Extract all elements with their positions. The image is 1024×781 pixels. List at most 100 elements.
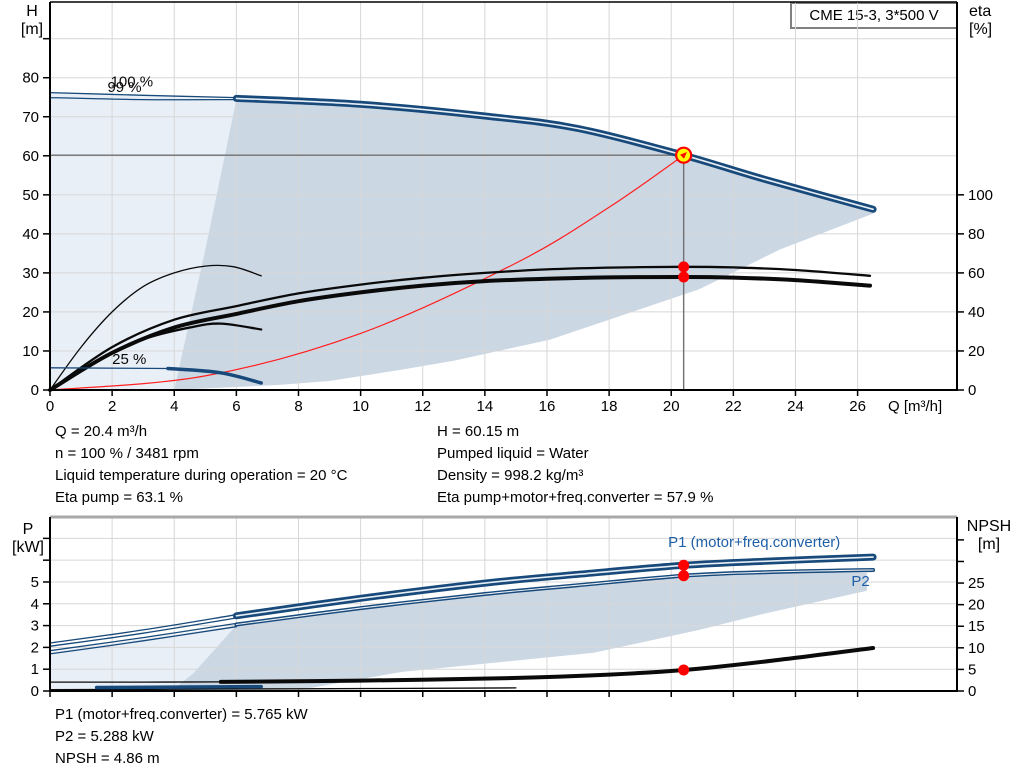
y2-tick-label: 25 [968, 575, 985, 592]
y2-tick-label: 5 [968, 661, 976, 678]
operating-point-dot [678, 559, 690, 571]
p-bottom-thin [49, 687, 517, 691]
y-tick-label: 70 [22, 109, 39, 126]
y2-tick-label: 10 [968, 640, 985, 657]
y2-tick-label: 0 [968, 382, 976, 399]
x-tick-label: 14 [477, 398, 494, 415]
p-axis-title-line2: [kW] [12, 539, 44, 556]
npsh-axis-title: NPSH [m] [962, 518, 1016, 554]
x-tick-label: 4 [170, 398, 178, 415]
y-tick-label: 0 [31, 683, 39, 700]
p-axis-title: P [kW] [8, 521, 48, 557]
x-tick-label: 20 [663, 398, 680, 415]
x-tick-label: 26 [849, 398, 866, 415]
y2-tick-label: 40 [968, 304, 985, 321]
npsh-axis-title-line1: NPSH [966, 518, 1012, 535]
p1-thin-b [49, 617, 238, 647]
y-tick-label: 30 [22, 265, 39, 282]
p2-main-curve-stripe [235, 569, 874, 626]
eta-total-curve [48, 274, 872, 392]
eta-axis-title: eta [%] [969, 3, 992, 39]
info-line: H = 60.15 m [437, 423, 520, 440]
info-line: Pumped liquid = Water [437, 445, 589, 462]
p2-curve-label: P2 [851, 573, 869, 590]
hq-main-curve-stripe [235, 97, 874, 211]
p2-thin-b [49, 626, 238, 655]
y2-tick-label: 20 [968, 597, 985, 614]
speed-100-label: 100 % [111, 73, 154, 90]
npsh-main-curve [218, 646, 876, 684]
operating-point-dot [678, 664, 690, 676]
operating-point-dot [678, 570, 690, 582]
y-tick-label: 10 [22, 343, 39, 360]
p1-thin-a [49, 614, 238, 644]
p-axis-title-line1: P [22, 521, 34, 538]
p-25pct-curve [94, 684, 263, 690]
y-tick-label: 3 [31, 618, 39, 635]
eta-pump-curve [48, 265, 872, 392]
operating-point-dot [678, 271, 690, 283]
duty-info-left: Q = 20.4 m³/h n = 100 % / 3481 rpm Liquid … [55, 421, 347, 509]
operating-point-dot [678, 261, 690, 273]
x-tick-label: 24 [787, 398, 804, 415]
y-tick-label: 40 [22, 226, 39, 243]
x-tick-label: 0 [46, 398, 54, 415]
y2-tick-label: 100 [968, 187, 993, 204]
y-tick-label: 1 [31, 661, 39, 678]
info-line: Density = 998.2 kg/m³ [437, 467, 584, 484]
x-tick-label: 12 [414, 398, 431, 415]
pump-type-box: CME 15-3, 3*500 V [790, 2, 958, 29]
eta-axis-title-line2: [%] [969, 21, 993, 38]
speed-99-label: 99 % [107, 79, 141, 96]
hq-25pct-thin [49, 367, 169, 370]
hq-25pct-curve [166, 366, 263, 385]
hq-99pct-thin [49, 96, 238, 101]
x-tick-label: 8 [294, 398, 302, 415]
duty-info-right: H = 60.15 m Pumped liquid = Water Density … [437, 421, 713, 509]
x-tick-label: 22 [725, 398, 742, 415]
y2-tick-label: 0 [968, 683, 976, 700]
eta-arc-reduced-speed [49, 264, 262, 391]
x-tick-label: 2 [108, 398, 116, 415]
y2-tick-label: 60 [968, 265, 985, 282]
y-tick-label: 2 [31, 639, 39, 656]
h-axis-title: H [m] [14, 3, 50, 39]
power-envelope-light [50, 625, 237, 691]
p2-thin-a [49, 622, 238, 652]
x-axis-unit-label: Q [m³/h] [888, 398, 942, 415]
y-tick-label: 20 [22, 304, 39, 321]
info-line: Eta pump = 63.1 % [55, 489, 183, 506]
p1-main-curve-stripe [235, 556, 874, 617]
y2-tick-label: 15 [968, 618, 985, 635]
info-line: n = 100 % / 3481 rpm [55, 445, 199, 462]
power-info: P1 (motor+freq.converter) = 5.765 kW P2 =… [55, 704, 308, 770]
power-envelope-dark [171, 571, 867, 691]
x-tick-label: 16 [539, 398, 556, 415]
y-tick-label: 60 [22, 148, 39, 165]
p1-curve-label: P1 (motor+freq.converter) [668, 534, 840, 551]
info-line: P2 = 5.288 kW [55, 728, 154, 745]
info-line: P1 (motor+freq.converter) = 5.765 kW [55, 706, 308, 723]
info-line: Eta pump+motor+freq.converter = 57.9 % [437, 489, 714, 506]
y-tick-label: 80 [22, 70, 39, 87]
y2-tick-label: 80 [968, 226, 985, 243]
info-line: NPSH = 4.86 m [55, 750, 160, 767]
system-curve [49, 154, 685, 391]
y-tick-label: 0 [31, 382, 39, 399]
y-tick-label: 4 [31, 596, 39, 613]
info-line: Liquid temperature during operation = 20… [55, 467, 348, 484]
y-tick-label: 50 [22, 187, 39, 204]
duty-point-arrow [680, 152, 687, 159]
x-tick-label: 10 [352, 398, 369, 415]
envelope-dark [174, 99, 874, 390]
eta-axis-title-line1: eta [969, 3, 992, 20]
y2-tick-label: 20 [968, 343, 985, 360]
info-line: Q = 20.4 m³/h [55, 423, 148, 440]
npsh-axis-title-line2: [m] [977, 536, 1001, 553]
x-tick-label: 6 [232, 398, 240, 415]
y-tick-label: 5 [31, 574, 39, 591]
speed-25-label: 25 % [112, 351, 146, 368]
h-axis-title-line1: H [26, 3, 38, 20]
